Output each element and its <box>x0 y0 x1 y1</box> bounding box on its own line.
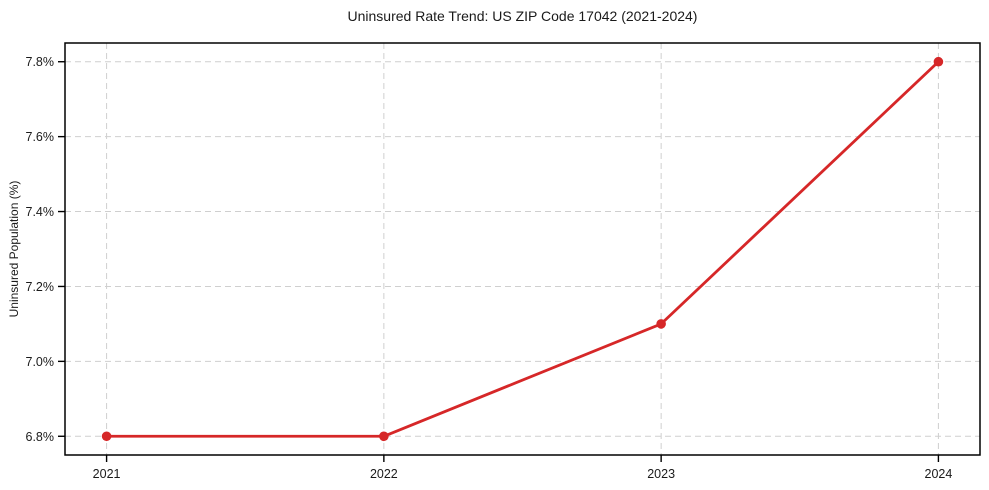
chart-title: Uninsured Rate Trend: US ZIP Code 17042 … <box>347 8 698 24</box>
y-tick-label: 7.6% <box>26 130 55 144</box>
y-tick-label: 7.2% <box>26 280 55 294</box>
x-tick-label: 2024 <box>925 467 953 481</box>
y-tick-label: 7.8% <box>26 55 55 69</box>
x-tick-label: 2023 <box>647 467 675 481</box>
data-point-marker <box>101 431 112 442</box>
trend-line <box>105 60 940 438</box>
x-tick-label: 2022 <box>370 467 398 481</box>
data-point-marker <box>933 56 944 67</box>
y-axis-label: Uninsured Population (%) <box>7 180 21 318</box>
data-point-marker <box>379 431 389 442</box>
x-tick-label: 2021 <box>93 467 121 481</box>
y-tick-label: 7.0% <box>26 355 55 369</box>
data-point-marker <box>656 319 666 329</box>
plot-border <box>64 42 981 456</box>
y-tick-label: 6.8% <box>26 430 55 444</box>
y-tick-label: 7.4% <box>26 205 55 219</box>
